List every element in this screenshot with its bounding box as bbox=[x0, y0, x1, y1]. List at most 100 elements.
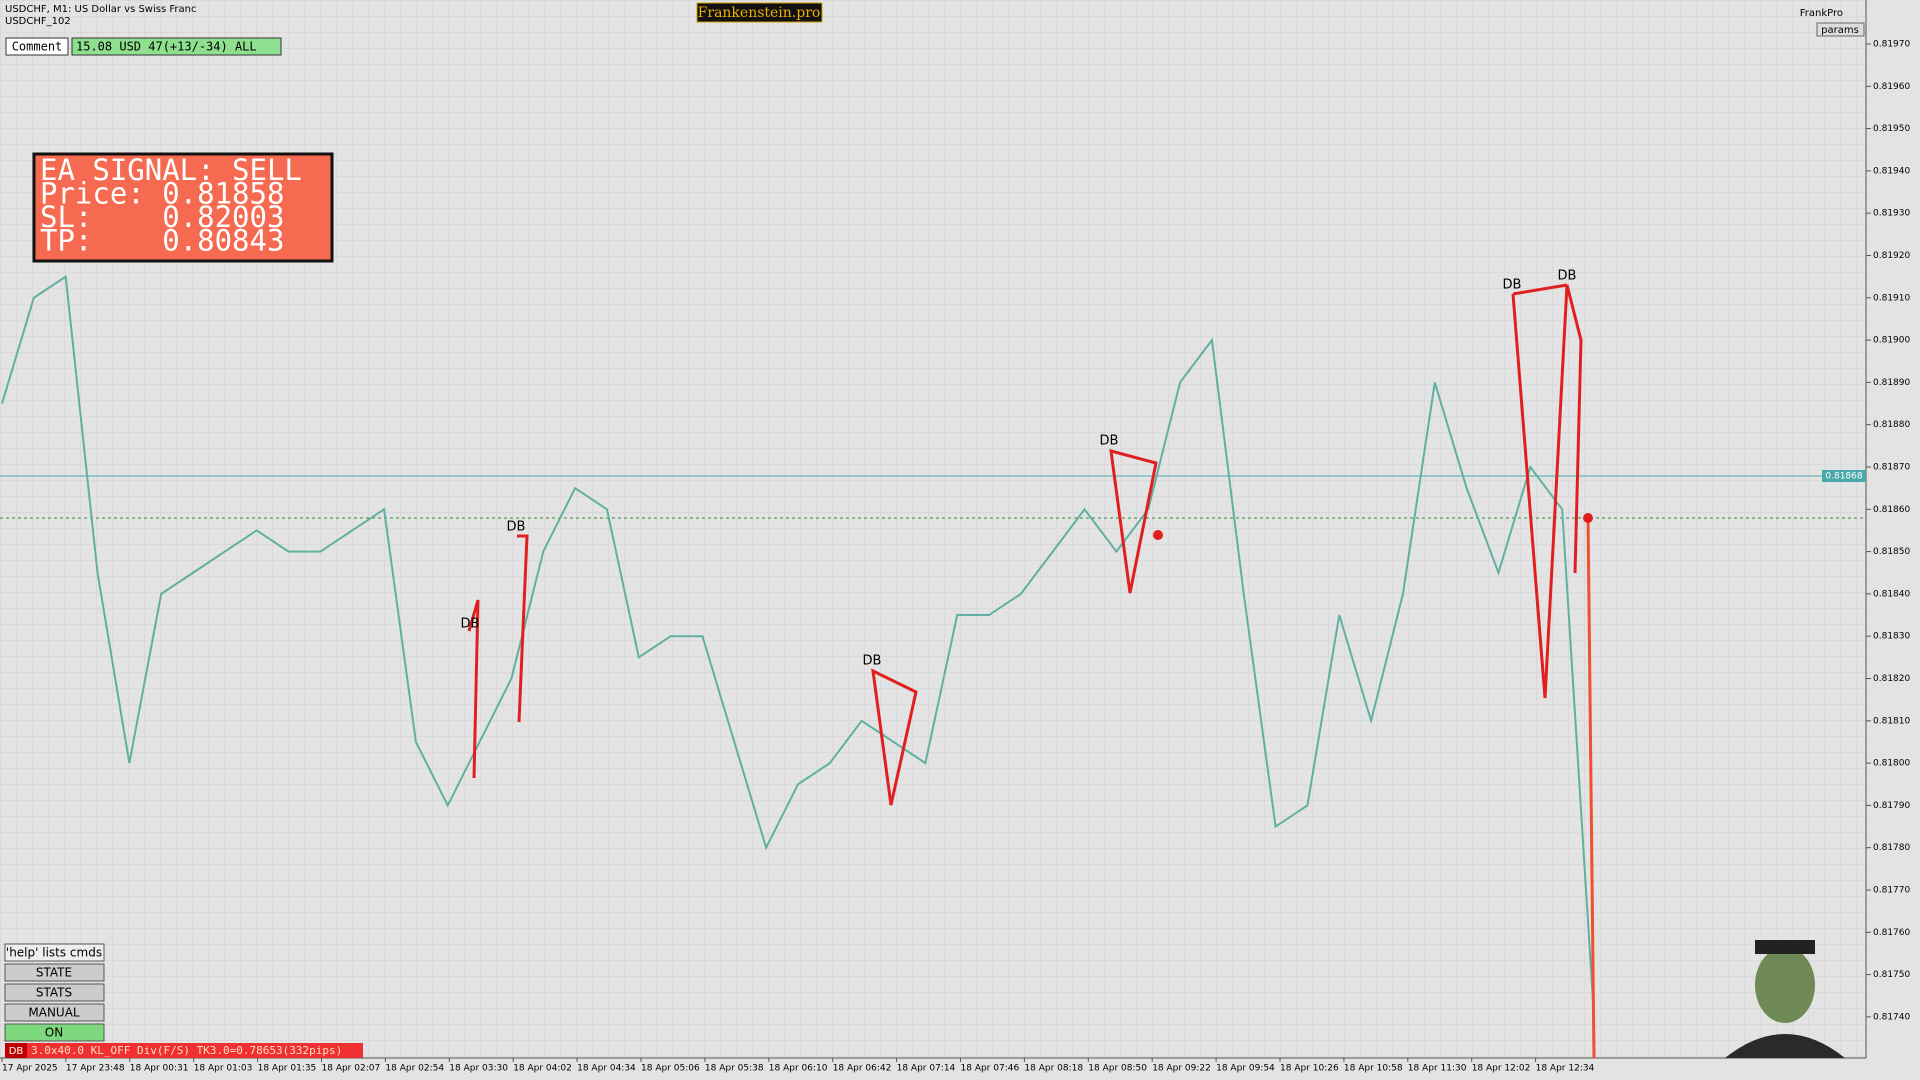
status-tag: DB bbox=[9, 1046, 24, 1057]
sell-marker bbox=[1153, 530, 1163, 540]
price-tick-label: 0.81910 bbox=[1873, 293, 1910, 303]
time-tick-label: 17 Apr 23:48 bbox=[66, 1064, 125, 1074]
price-tick-label: 0.81800 bbox=[1873, 759, 1910, 769]
price-tick-label: 0.81760 bbox=[1873, 928, 1910, 938]
price-tick-label: 0.81820 bbox=[1873, 674, 1910, 684]
status-bar bbox=[5, 1043, 363, 1058]
price-tick-label: 0.81840 bbox=[1873, 589, 1910, 599]
time-tick-label: 18 Apr 07:46 bbox=[961, 1064, 1020, 1074]
price-tick-label: 0.81790 bbox=[1873, 801, 1910, 811]
sell-marker bbox=[1583, 513, 1593, 523]
account: USDCHF_102 bbox=[5, 16, 71, 27]
button-label: MANUAL bbox=[28, 1006, 80, 1020]
price-tick-label: 0.81750 bbox=[1873, 970, 1910, 980]
mascot bbox=[1725, 940, 1845, 1058]
pattern-label: DB bbox=[863, 654, 882, 669]
price-tick-label: 0.81850 bbox=[1873, 547, 1910, 557]
time-tick-label: 18 Apr 09:22 bbox=[1152, 1064, 1211, 1074]
button[interactable] bbox=[4, 943, 105, 962]
time-tick-label: 17 Apr 2025 bbox=[2, 1064, 58, 1074]
price-tick-label: 0.81810 bbox=[1873, 716, 1910, 726]
pattern-label: DB bbox=[1558, 269, 1577, 284]
time-tick-label: 18 Apr 05:06 bbox=[641, 1064, 700, 1074]
button-label: 'help' lists cmds bbox=[6, 946, 102, 960]
comment-value: 15.08 USD 47(+13/-34) ALL bbox=[76, 40, 257, 54]
time-tick-label: 18 Apr 10:58 bbox=[1344, 1064, 1403, 1074]
bid-tag bbox=[1822, 470, 1866, 482]
brand: Frankenstein.pro bbox=[698, 5, 821, 21]
price-tick-label: 0.81950 bbox=[1873, 124, 1910, 134]
brand-box bbox=[696, 2, 823, 23]
time-tick-label: 18 Apr 00:31 bbox=[130, 1064, 189, 1074]
pattern-shape bbox=[467, 599, 480, 779]
time-tick-label: 18 Apr 04:34 bbox=[577, 1064, 636, 1074]
time-tick-label: 18 Apr 10:26 bbox=[1280, 1064, 1339, 1074]
pattern-label: DB bbox=[1503, 278, 1522, 293]
time-tick-label: 18 Apr 11:30 bbox=[1408, 1064, 1467, 1074]
button[interactable] bbox=[4, 963, 105, 982]
price-tick-label: 0.81770 bbox=[1873, 886, 1910, 896]
drop-line bbox=[1586, 513, 1596, 1059]
comment-label-box bbox=[5, 37, 69, 56]
params-label: params bbox=[1821, 25, 1859, 36]
price-tick-label: 0.81780 bbox=[1873, 843, 1910, 853]
pattern-shape bbox=[517, 534, 529, 723]
pattern-label: DB bbox=[507, 520, 526, 535]
time-tick-label: 18 Apr 02:54 bbox=[385, 1064, 444, 1074]
pattern-shape bbox=[1512, 283, 1568, 296]
price-line bbox=[1, 274, 1595, 1017]
symbol: USDCHF, M1: US Dollar vs Swiss Franc bbox=[5, 4, 196, 15]
pattern-shape bbox=[871, 668, 918, 806]
price-tick-label: 0.81740 bbox=[1873, 1012, 1910, 1022]
time-tick-label: 18 Apr 08:50 bbox=[1088, 1064, 1147, 1074]
time-tick-label: 18 Apr 09:54 bbox=[1216, 1064, 1275, 1074]
price-tick-label: 0.81960 bbox=[1873, 82, 1910, 92]
params-button[interactable] bbox=[1816, 22, 1865, 37]
button[interactable] bbox=[4, 1003, 105, 1022]
time-tick-label: 18 Apr 06:10 bbox=[769, 1064, 828, 1074]
time-tick-label: 18 Apr 06:42 bbox=[833, 1064, 892, 1074]
price-tick-label: 0.81900 bbox=[1873, 336, 1910, 346]
pattern-shape bbox=[1109, 448, 1158, 594]
price-tick-label: 0.81860 bbox=[1873, 505, 1910, 515]
signal-line: TP: 0.80843 bbox=[40, 224, 284, 258]
comment-label: Comment bbox=[12, 40, 63, 54]
price-tick-label: 0.81970 bbox=[1873, 40, 1910, 50]
status-tag-box bbox=[5, 1043, 27, 1058]
price-tick-label: 0.81870 bbox=[1873, 463, 1910, 473]
price-tick-label: 0.81930 bbox=[1873, 209, 1910, 219]
bid-label: 0.81868 bbox=[1825, 472, 1862, 482]
time-tick-label: 18 Apr 03:30 bbox=[449, 1064, 508, 1074]
comment-value-box bbox=[71, 37, 282, 56]
button-label: STATS bbox=[36, 986, 72, 1000]
time-tick-label: 18 Apr 05:38 bbox=[705, 1064, 764, 1074]
button[interactable] bbox=[4, 983, 105, 1002]
price-tick-label: 0.81880 bbox=[1873, 420, 1910, 430]
time-tick-label: 18 Apr 01:03 bbox=[194, 1064, 253, 1074]
signal-line: SL: 0.82003 bbox=[40, 200, 284, 234]
button[interactable] bbox=[4, 1023, 105, 1042]
pattern-labels: DB DB DB DB DB DB bbox=[461, 269, 1577, 669]
time-tick-label: 18 Apr 04:02 bbox=[513, 1064, 572, 1074]
status-text: 3.0x40.0 KL_OFF Div(F/S) TK3.0=0.78653(3… bbox=[31, 1044, 342, 1057]
profile: FrankPro bbox=[1800, 8, 1843, 19]
patterns bbox=[467, 283, 1583, 806]
button-label: STATE bbox=[36, 966, 72, 980]
signal-box bbox=[32, 152, 334, 263]
time-tick-label: 18 Apr 12:02 bbox=[1472, 1064, 1531, 1074]
time-tick-label: 18 Apr 12:34 bbox=[1536, 1064, 1595, 1074]
signal-line: Price: 0.81858 bbox=[40, 177, 284, 211]
time-tick-label: 18 Apr 01:35 bbox=[258, 1064, 317, 1074]
price-tick-label: 0.81890 bbox=[1873, 378, 1910, 388]
button-label: ON bbox=[45, 1026, 63, 1040]
price-tick-label: 0.81920 bbox=[1873, 251, 1910, 261]
time-tick-label: 18 Apr 07:14 bbox=[897, 1064, 956, 1074]
price-tick-label: 0.81940 bbox=[1873, 166, 1910, 176]
price-tick-label: 0.81830 bbox=[1873, 632, 1910, 642]
time-tick-label: 18 Apr 02:07 bbox=[322, 1064, 381, 1074]
pattern-label: DB bbox=[461, 617, 480, 632]
time-tick-label: 18 Apr 08:18 bbox=[1024, 1064, 1083, 1074]
pattern-label: DB bbox=[1100, 434, 1119, 449]
